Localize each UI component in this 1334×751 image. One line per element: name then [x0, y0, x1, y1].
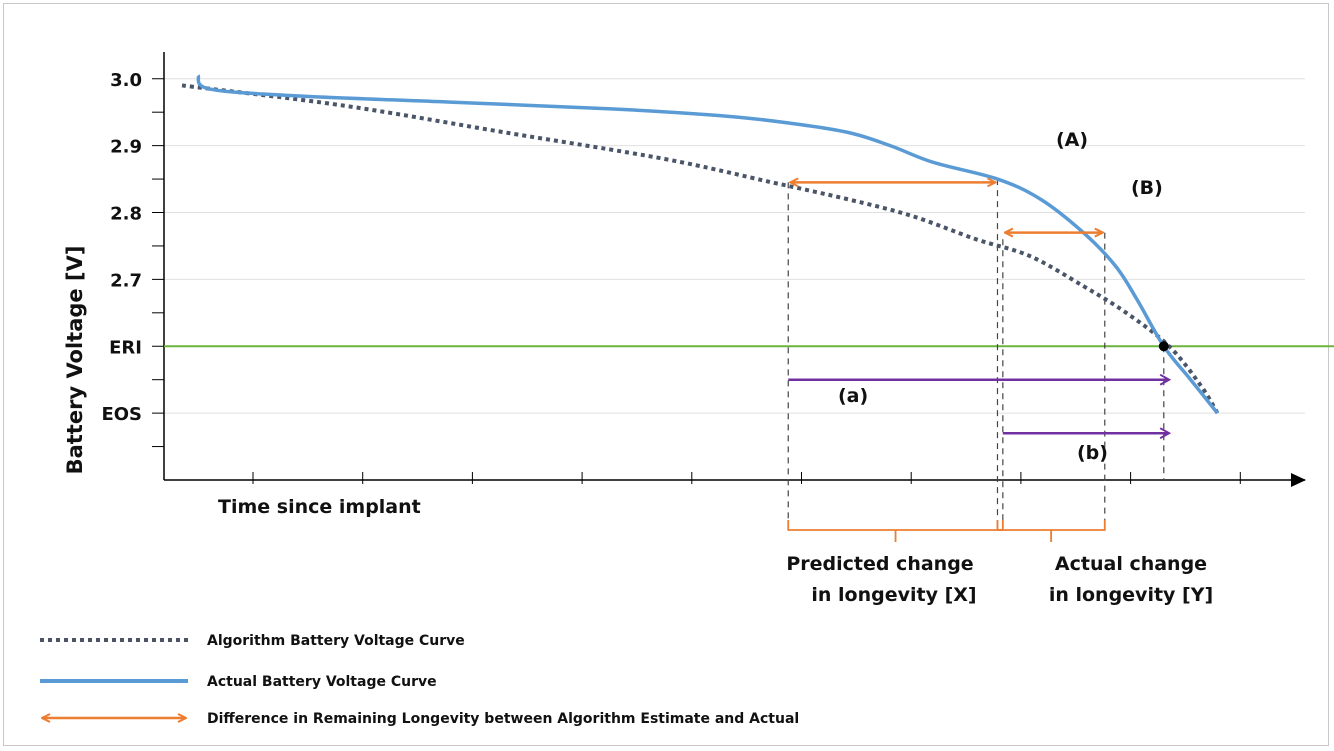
y-tick-label: EOS — [101, 404, 142, 425]
x-axis-label: Time since implant — [218, 496, 421, 518]
bracket-y — [996, 520, 1106, 542]
bracket-x-label-line2: in longevity [X] — [811, 584, 976, 606]
y-tick-label: 2.7 — [110, 270, 142, 291]
y-tick-labels: 3.0 2.9 2.8 2.7 ERI EOS — [101, 70, 142, 425]
y-axis-label: Battery Voltage [V] — [63, 246, 87, 475]
bracket-y-label-line2: in longevity [Y] — [1049, 584, 1213, 606]
legend-label-difference: Difference in Remaining Longevity betwee… — [207, 711, 799, 727]
axes — [152, 52, 1306, 487]
point-a-label: (A) — [1056, 129, 1088, 151]
y-tick-label: ERI — [109, 337, 142, 358]
dashed-guides — [787, 179, 1165, 528]
y-tick-label: 2.8 — [110, 204, 142, 225]
chart-frame — [3, 3, 1329, 746]
bracket-x-label-line1: Predicted change — [786, 553, 973, 575]
point-b-label: (B) — [1131, 177, 1163, 199]
bracket-x — [787, 520, 1004, 542]
annotation-arrows — [788, 182, 1169, 433]
arrow-b-label: (b) — [1077, 442, 1108, 464]
y-tick-label: 3.0 — [110, 70, 142, 91]
legend-label-algorithm: Algorithm Battery Voltage Curve — [207, 633, 465, 649]
actual-curve — [196, 74, 1219, 415]
legend-label-actual: Actual Battery Voltage Curve — [207, 674, 437, 690]
eri-intersection-point — [1158, 341, 1169, 352]
series-lines — [181, 74, 1220, 415]
y-tick-label: 2.9 — [110, 137, 142, 158]
legend: Algorithm Battery Voltage Curve Actual B… — [40, 633, 799, 727]
arrow-a-label: (a) — [838, 385, 868, 407]
longevity-brackets — [787, 520, 1106, 542]
bracket-y-label-line1: Actual change — [1055, 553, 1207, 575]
grid-lines — [164, 78, 1305, 414]
